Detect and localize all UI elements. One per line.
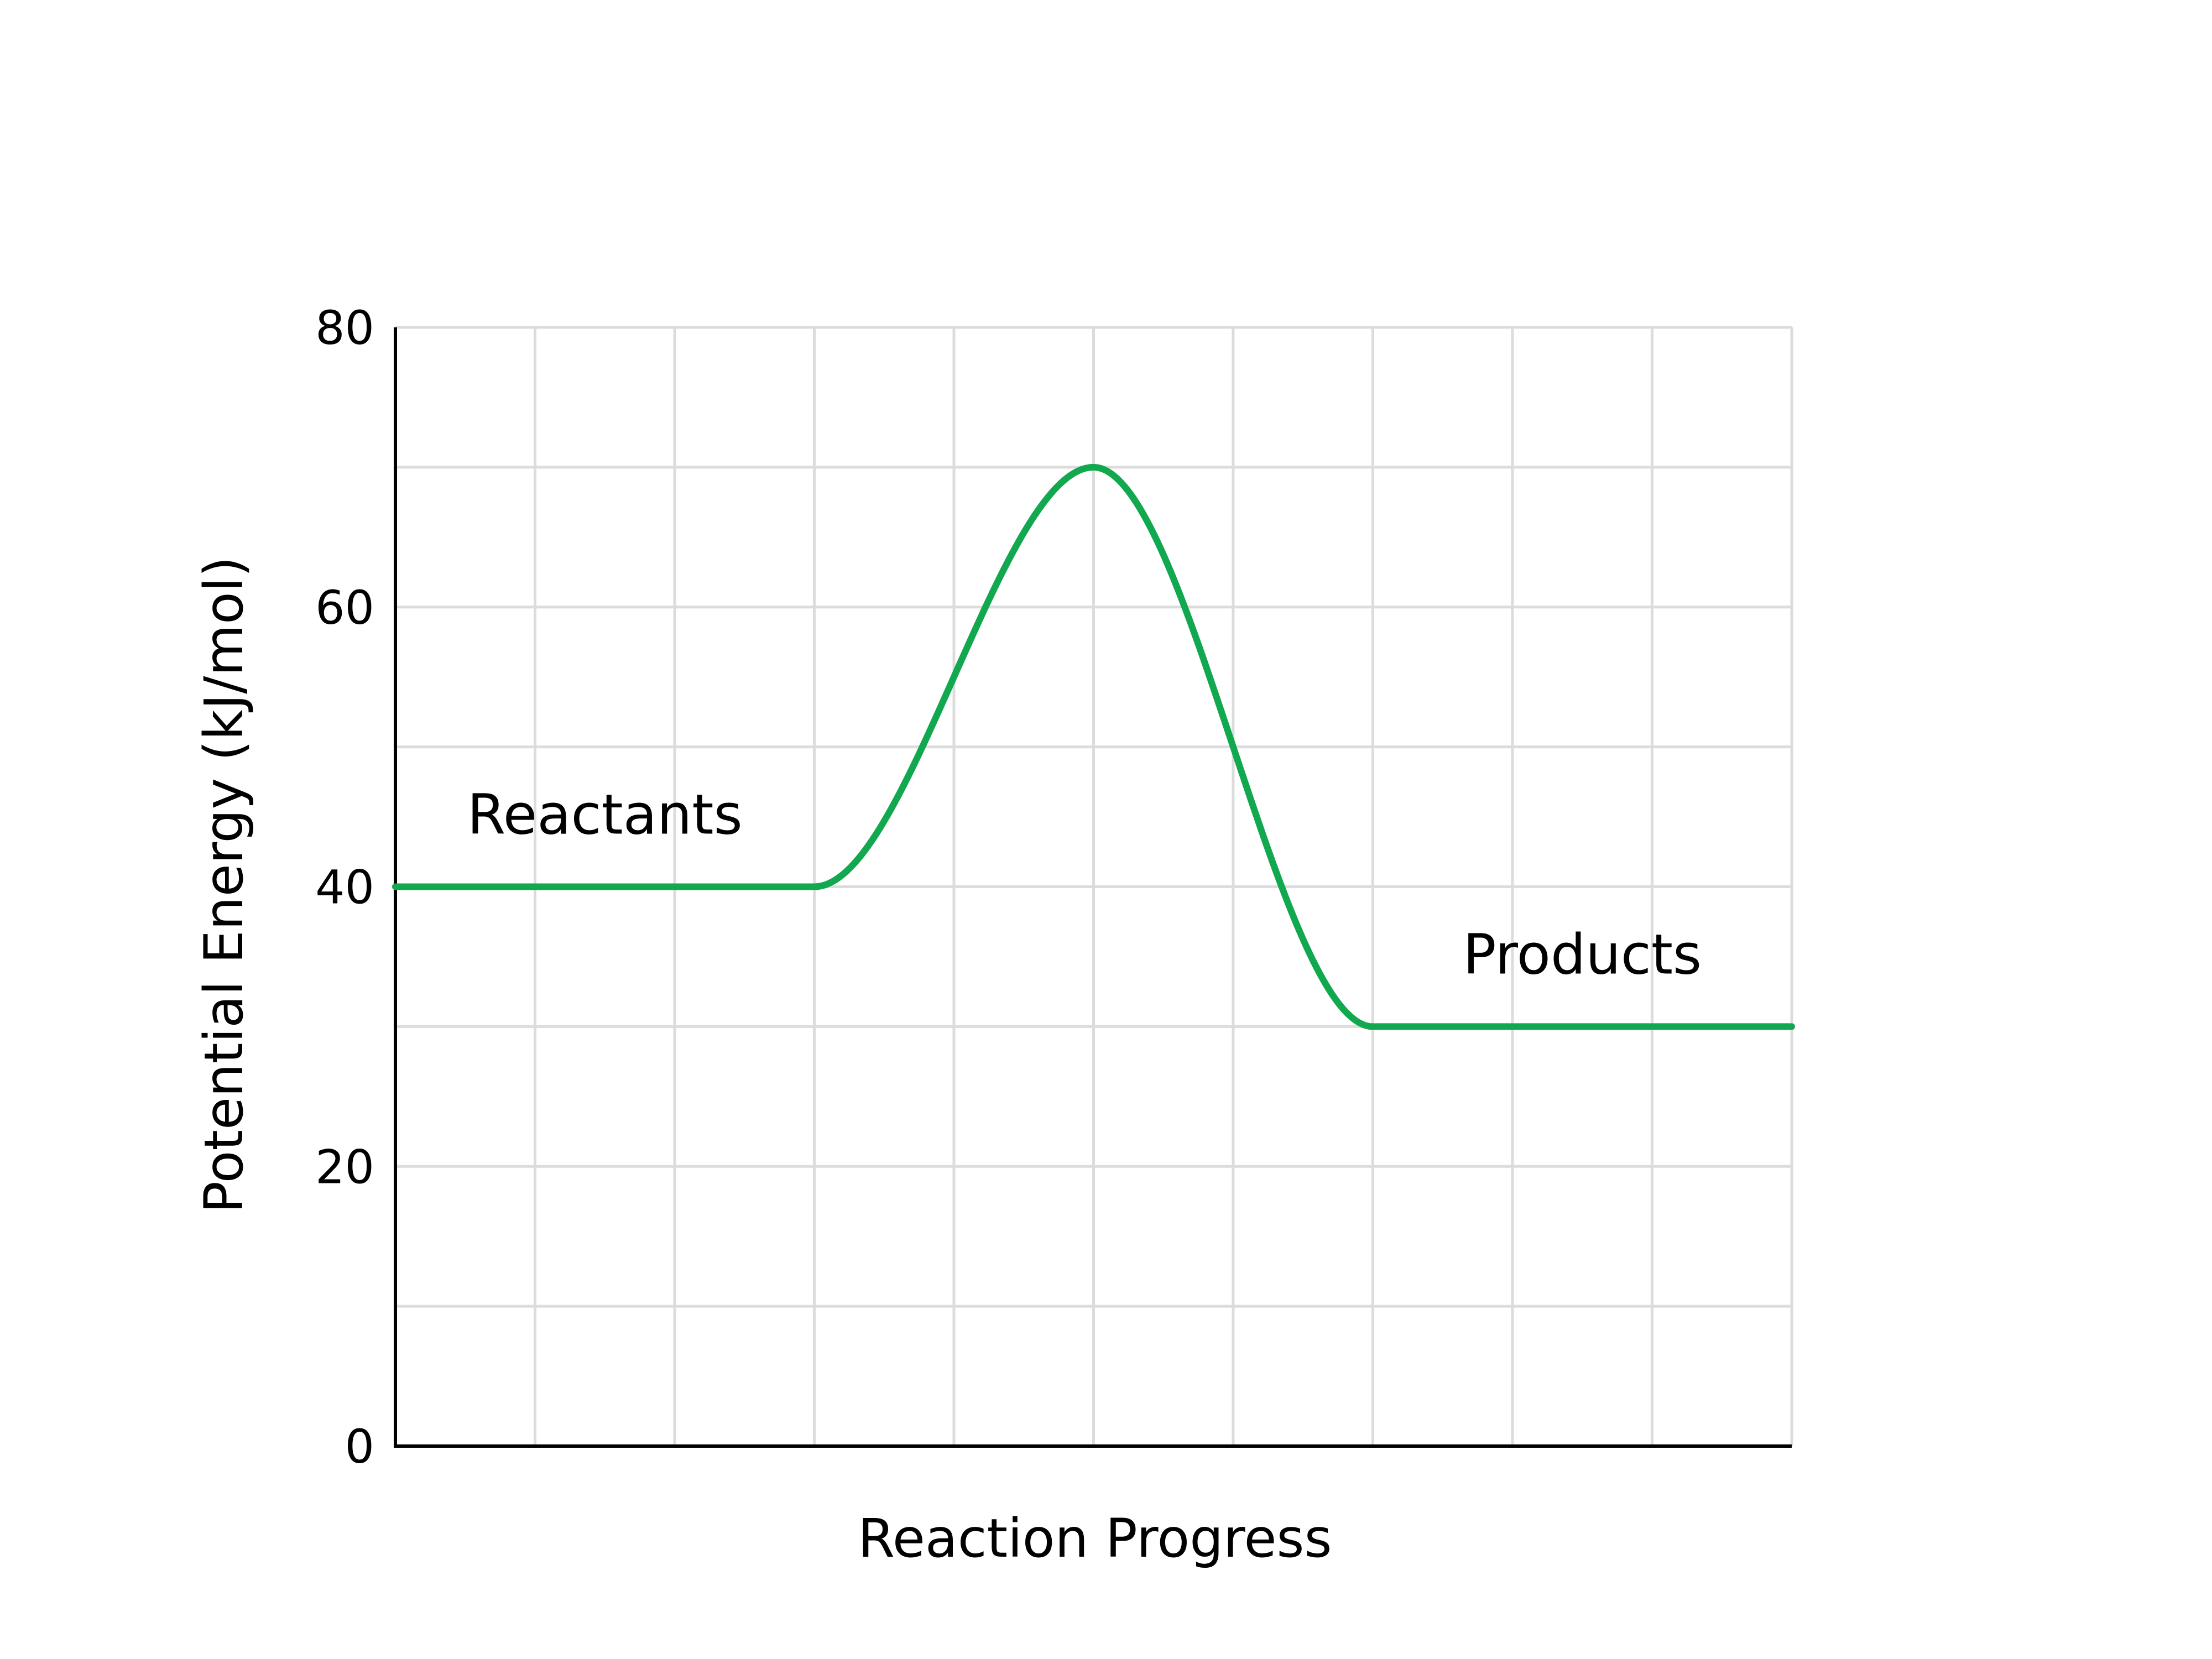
y-tick-label: 20 <box>315 1140 374 1194</box>
annotation-reactants-label: Reactants <box>467 782 743 847</box>
y-tick-label: 0 <box>345 1420 374 1474</box>
y-axis-title: Potential Energy (kJ/mol) <box>193 556 255 1213</box>
x-axis-title: Reaction Progress <box>858 1507 1332 1569</box>
y-tick-label: 60 <box>315 581 374 635</box>
annotations: Reactants Products <box>467 782 1702 987</box>
energy-curve-series <box>392 463 1795 1030</box>
annotation-products-label: Products <box>1463 922 1702 987</box>
y-tick-label: 40 <box>315 860 374 915</box>
y-tick-labels: 0 20 40 60 80 <box>315 301 374 1474</box>
y-tick-label: 80 <box>315 301 374 355</box>
